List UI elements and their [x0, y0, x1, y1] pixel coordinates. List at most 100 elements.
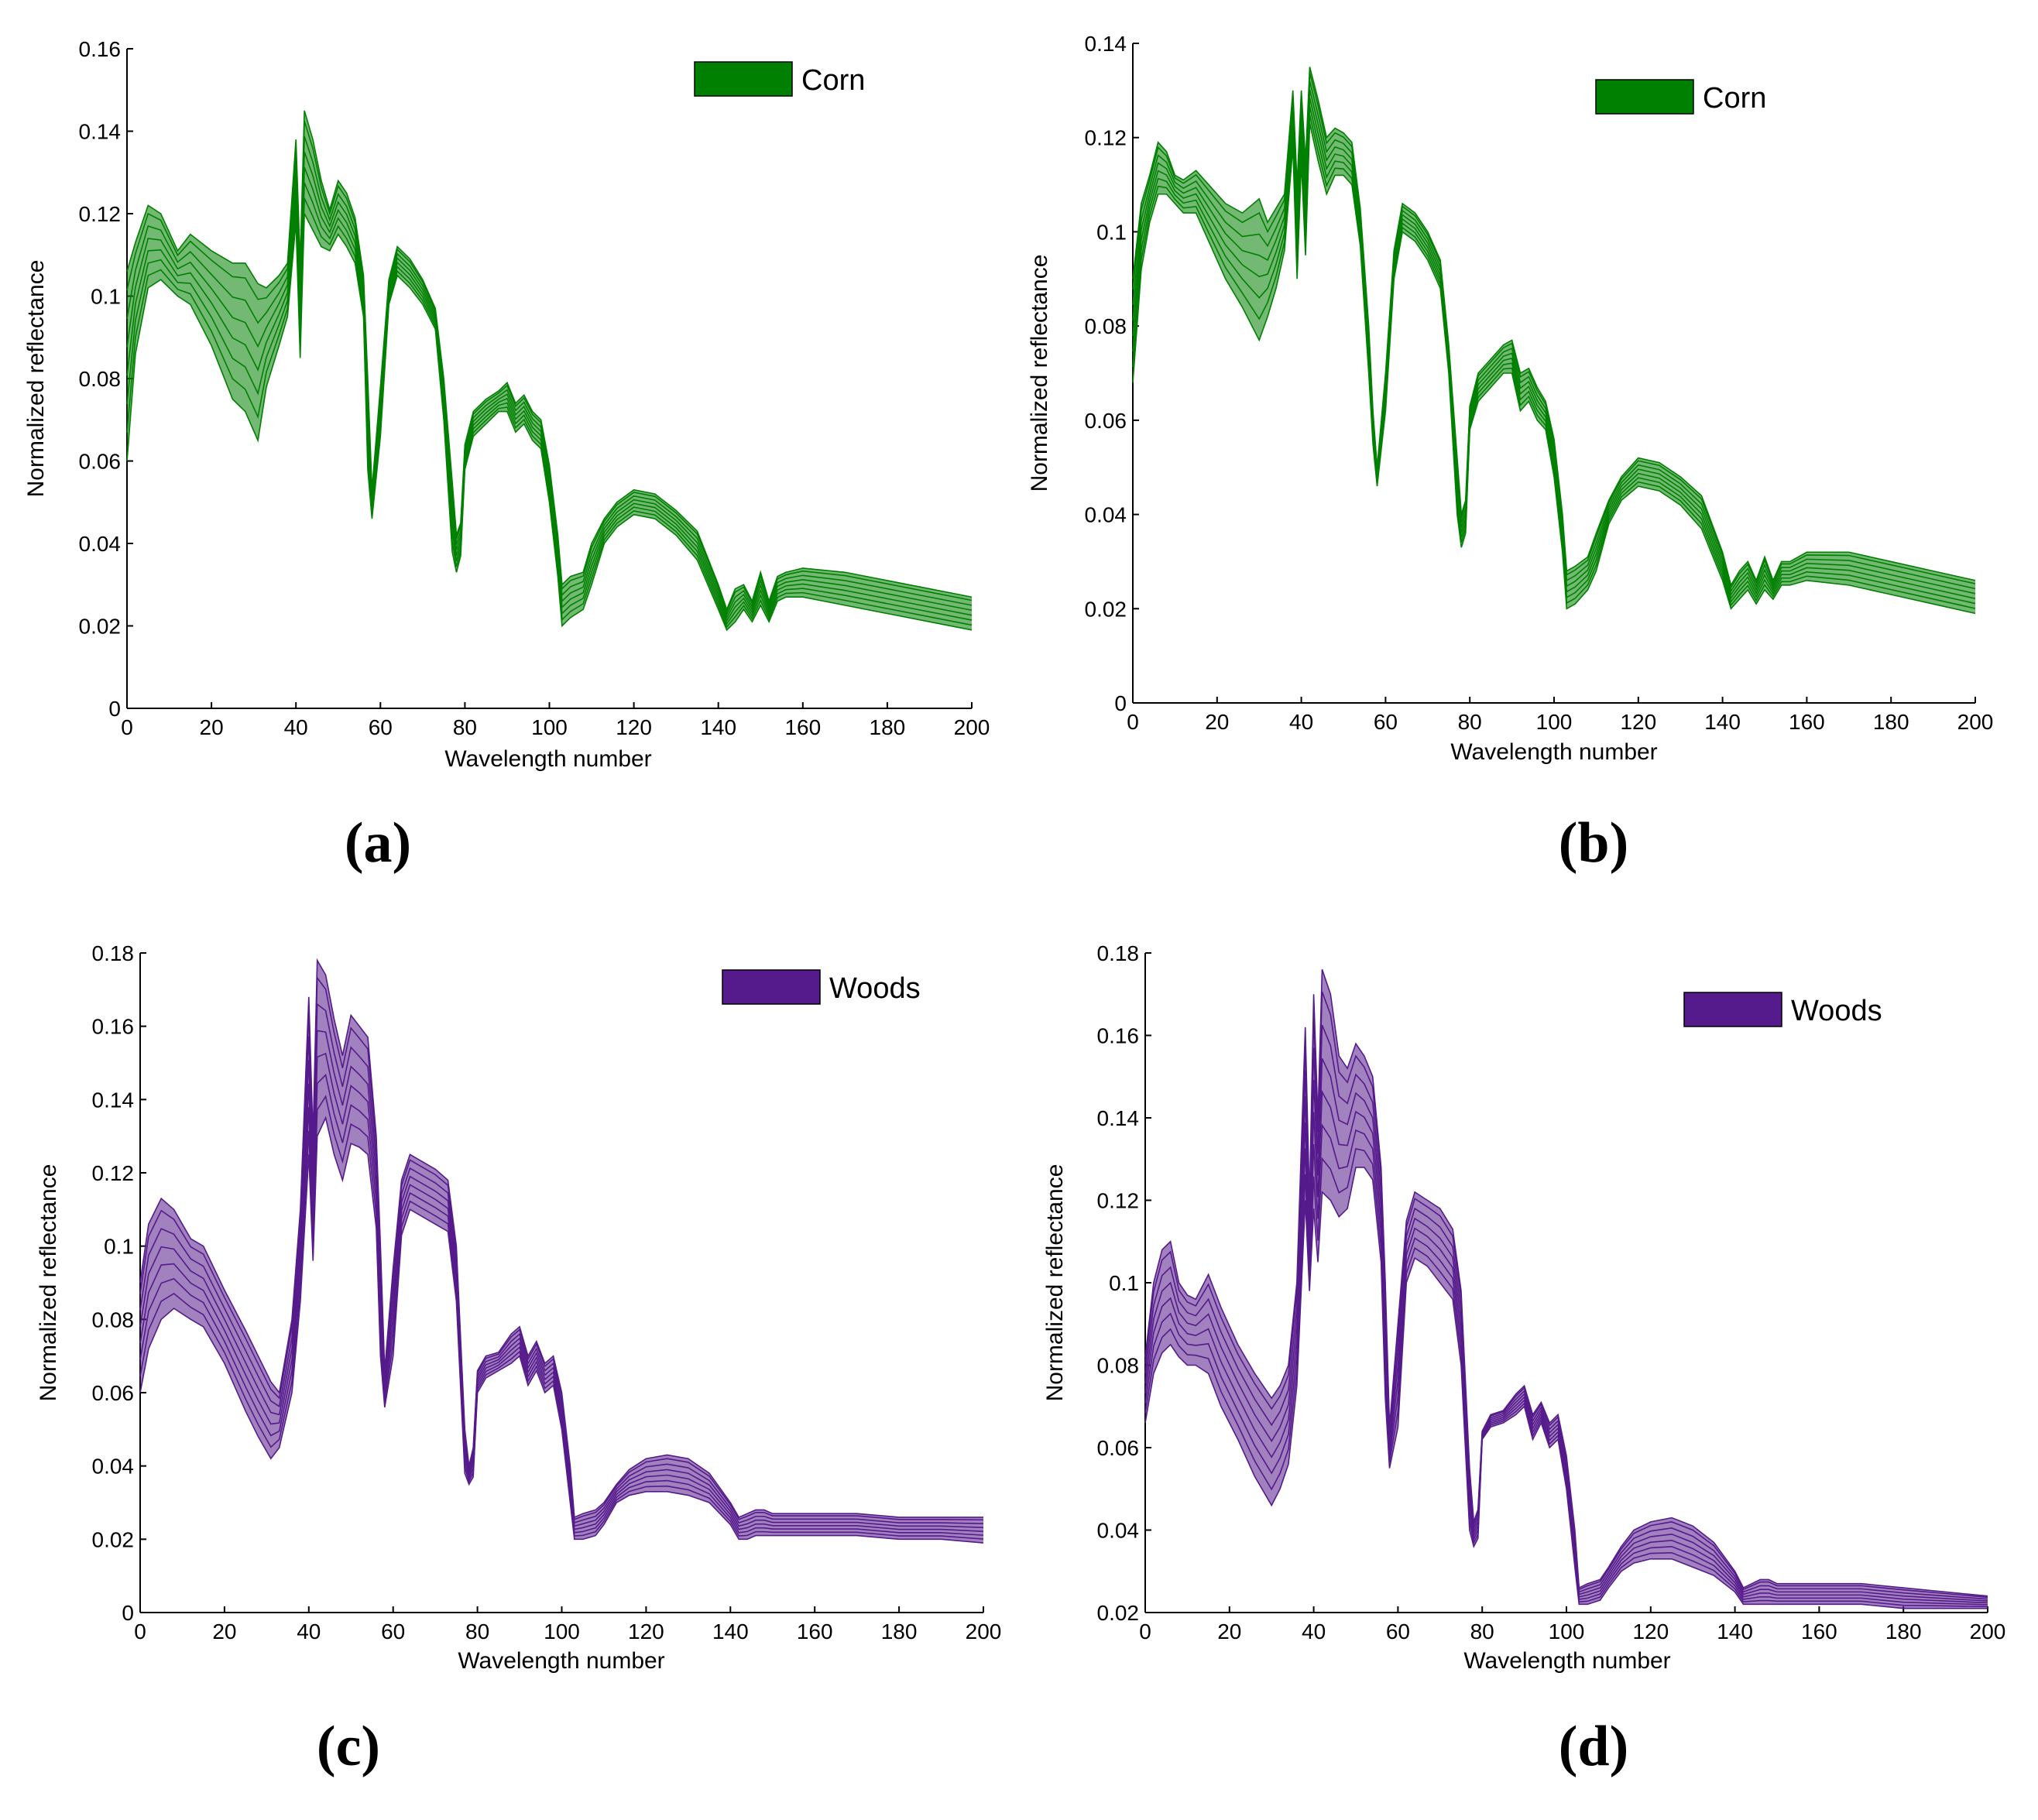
- panel-label: (d): [1559, 1715, 1628, 1778]
- y-tick-label: 0.06: [92, 1381, 135, 1405]
- legend-swatch: [722, 969, 821, 1005]
- x-tick-label: 140: [1704, 710, 1741, 734]
- legend-label: Corn: [801, 64, 865, 97]
- spectrum-line: [139, 1116, 984, 1544]
- y-tick-label: 0.08: [79, 367, 122, 391]
- x-tick-label: 160: [1789, 710, 1825, 734]
- y-tick-label: 0: [122, 1601, 134, 1625]
- x-tick-label: 200: [1957, 710, 1994, 734]
- x-tick-label: 180: [881, 1619, 918, 1643]
- y-tick-label: 0.16: [92, 1015, 135, 1039]
- spectrum-line: [126, 110, 973, 612]
- x-tick-label: 60: [1374, 710, 1398, 734]
- spectrum-line: [1132, 123, 1976, 615]
- y-axis-label: Normalized reflectance: [1042, 1164, 1068, 1402]
- spectrum-line: [1144, 969, 1988, 1597]
- x-tick-label: 200: [966, 1619, 1002, 1643]
- legend-label: Woods: [1791, 995, 1882, 1027]
- x-tick-label: 80: [1470, 1619, 1494, 1643]
- y-tick-label: 0.02: [1097, 1601, 1140, 1625]
- spectrum-line: [1132, 98, 1976, 600]
- y-tick-label: 0.12: [1097, 1189, 1140, 1213]
- x-tick-label: 120: [1632, 1619, 1669, 1643]
- x-tick-label: 100: [1549, 1619, 1585, 1643]
- x-tick-label: 0: [1127, 710, 1139, 734]
- panel-label: (c): [317, 1715, 380, 1778]
- y-tick-label: 0.14: [79, 120, 122, 144]
- y-tick-label: 0.12: [92, 1161, 135, 1185]
- reflectance-band: [140, 960, 983, 1544]
- panel-c: 0 20 40 60 80 100 120 140 160 180 200 0 0.02 0.04 0.06…: [36, 941, 1001, 1778]
- y-axis-label: Normalized reflectance: [36, 1164, 61, 1402]
- x-tick-label: 80: [465, 1619, 489, 1643]
- y-tick-label: 0.08: [1085, 314, 1127, 338]
- x-tick-label: 80: [453, 715, 477, 739]
- x-tick-label: 80: [1458, 710, 1482, 734]
- y-tick-label: 0.04: [92, 1455, 135, 1479]
- panel-b: 0 20 40 60 80 100 120 140 160 180 200 0 0.02 0.04 0.06…: [1027, 32, 1993, 875]
- legend-swatch: [1683, 992, 1782, 1027]
- x-axis-label: Wavelength number: [1463, 1648, 1670, 1674]
- spectrum-line: [139, 1052, 984, 1532]
- x-tick-label: 60: [1386, 1619, 1410, 1643]
- x-tick-label: 160: [1801, 1619, 1837, 1643]
- spectrum-line: [1144, 1089, 1988, 1604]
- y-tick-label: 0: [1114, 691, 1127, 715]
- y-tick-label: 0.1: [91, 285, 121, 309]
- spectrum-line: [1144, 1057, 1988, 1602]
- x-tick-label: 60: [369, 715, 393, 739]
- spectrum-line: [139, 1074, 984, 1536]
- y-tick-label: 0.14: [1097, 1106, 1140, 1130]
- y-tick-label: 0.06: [1085, 409, 1127, 433]
- x-tick-label: 0: [134, 1619, 146, 1643]
- spectrum-line: [1132, 67, 1976, 587]
- x-tick-label: 60: [381, 1619, 405, 1643]
- x-tick-label: 180: [870, 715, 906, 739]
- y-tick-label: 0.02: [1085, 597, 1127, 621]
- y-tick-label: 0.12: [79, 202, 122, 226]
- spectrum-line: [1132, 106, 1976, 605]
- y-tick-label: 0.12: [1085, 126, 1127, 150]
- y-tick-label: 0.1: [1109, 1271, 1139, 1295]
- panel-a: 0 20 40 60 80 100 120 140 160 180 200 0 0.02 0.04 0.06…: [23, 37, 990, 875]
- y-tick-label: 0.14: [92, 1088, 135, 1112]
- x-tick-label: 20: [1217, 1619, 1241, 1643]
- legend-swatch: [1595, 79, 1694, 115]
- x-tick-label: 140: [712, 1619, 749, 1643]
- spectrum-line: [1144, 1147, 1988, 1608]
- x-tick-label: 120: [616, 715, 652, 739]
- x-tick-label: 200: [1970, 1619, 2006, 1643]
- x-tick-label: 160: [797, 1619, 833, 1643]
- x-tick-label: 40: [1289, 710, 1313, 734]
- y-tick-label: 0: [108, 697, 121, 721]
- spectrum-line: [1144, 1167, 1988, 1609]
- panel-label: (a): [345, 811, 411, 875]
- x-tick-label: 20: [212, 1619, 236, 1643]
- x-tick-label: 40: [284, 715, 308, 739]
- x-axis-label: Wavelength number: [1450, 739, 1657, 765]
- x-tick-label: 100: [544, 1619, 580, 1643]
- x-tick-label: 20: [1205, 710, 1229, 734]
- y-axis-label: Normalized reflectance: [1027, 255, 1052, 492]
- y-tick-label: 0.1: [104, 1235, 134, 1259]
- legend-label: Corn: [1703, 82, 1766, 115]
- x-axis-label: Wavelength number: [458, 1648, 664, 1674]
- y-tick-label: 0.04: [1085, 503, 1127, 527]
- x-tick-label: 160: [784, 715, 821, 739]
- y-tick-label: 0.18: [1097, 941, 1140, 965]
- y-tick-label: 0.16: [1097, 1024, 1140, 1048]
- x-tick-label: 120: [1620, 710, 1656, 734]
- x-tick-label: 180: [1885, 1619, 1922, 1643]
- y-tick-label: 0.16: [79, 37, 122, 61]
- y-tick-label: 0.02: [92, 1527, 135, 1551]
- y-tick-label: 0.1: [1096, 220, 1127, 244]
- x-tick-label: 0: [121, 715, 133, 739]
- y-tick-label: 0.04: [79, 532, 122, 556]
- x-tick-label: 120: [628, 1619, 664, 1643]
- y-tick-label: 0.18: [92, 941, 135, 965]
- x-tick-label: 0: [1139, 1619, 1151, 1643]
- legend-label: Woods: [829, 972, 921, 1005]
- y-tick-label: 0.06: [79, 450, 122, 474]
- spectrum-line: [139, 1030, 984, 1528]
